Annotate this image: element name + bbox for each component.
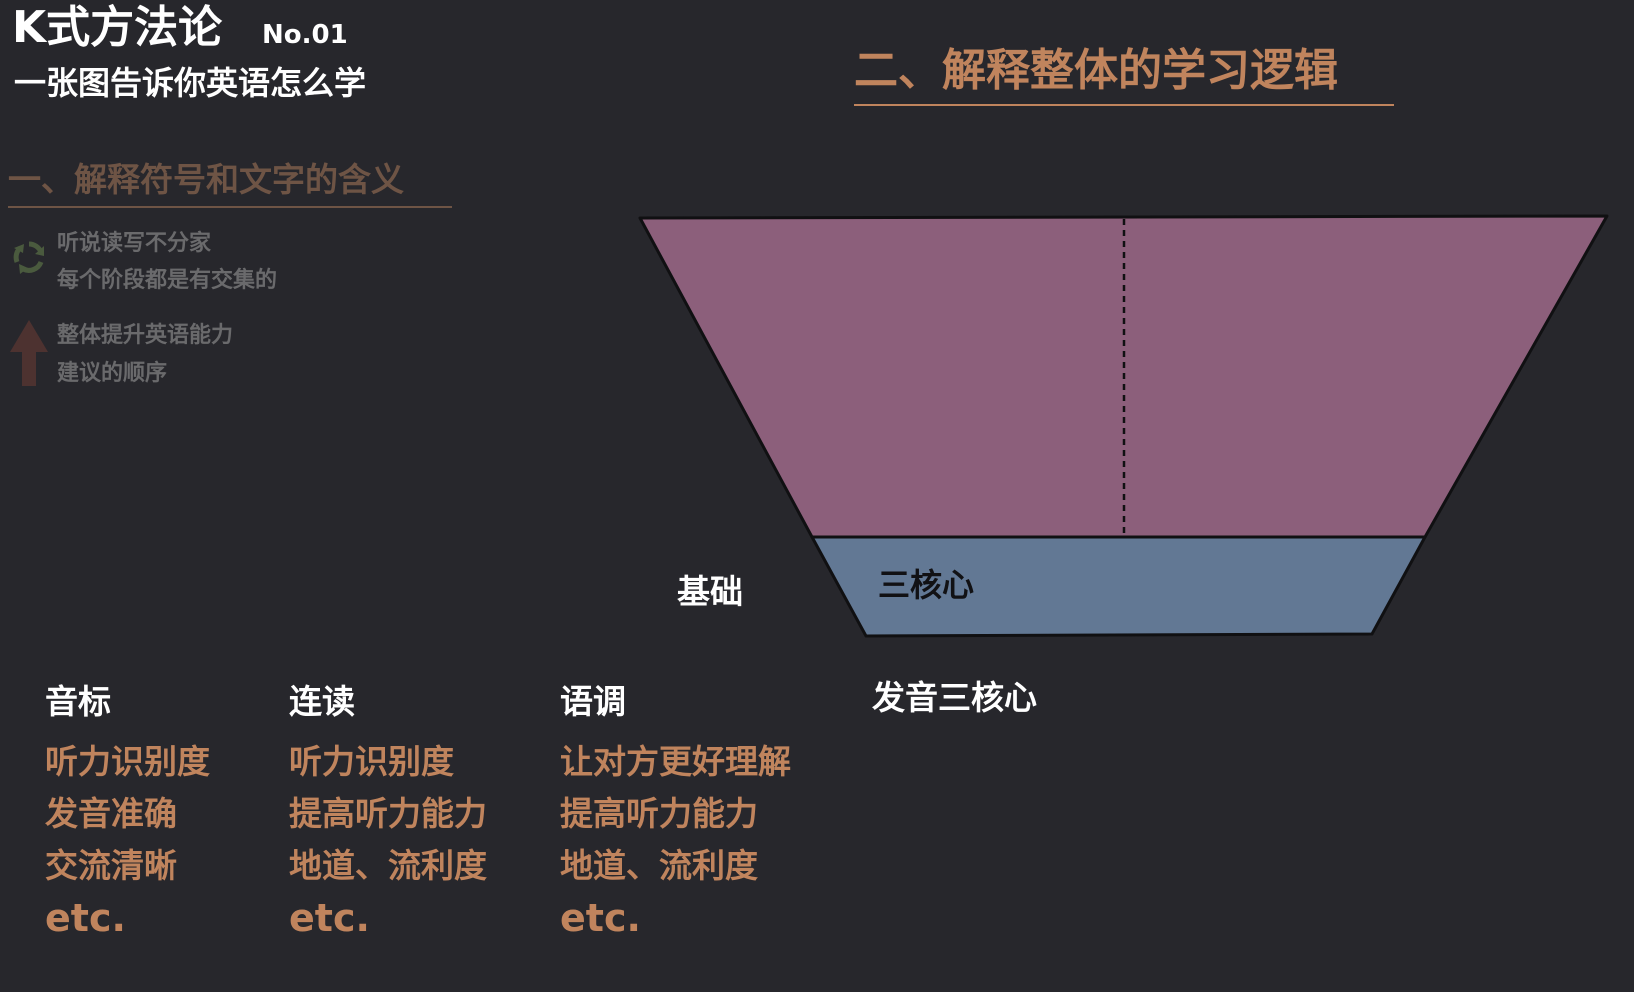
up-arrow-icon: [8, 318, 50, 388]
column-item: 让对方更好理解: [560, 742, 791, 781]
column-intonation: 语调 让对方更好理解 提高听力能力 地道、流利度 etc.: [560, 680, 791, 944]
legend-arrow-line2: 建议的顺序: [57, 361, 168, 386]
column-item: 听力识别度: [45, 742, 210, 781]
legend-cycle-line1: 听说读写不分家: [57, 231, 212, 256]
pronunciation-core-label: 发音三核心: [872, 678, 1037, 717]
episode-number: No.01: [262, 20, 348, 50]
column-item: 交流清晰: [45, 846, 177, 885]
section1-heading: 一、解释符号和文字的含义: [8, 160, 404, 199]
core-label: 三核心: [878, 566, 975, 604]
column-heading: 语调: [560, 682, 626, 721]
section2-underline: [854, 104, 1394, 106]
legend-cycle-line2: 每个阶段都是有交集的: [57, 268, 278, 293]
column-item: 地道、流利度: [560, 846, 758, 885]
cycle-arrows-icon: [8, 236, 50, 278]
column-linking: 连读 听力识别度 提高听力能力 地道、流利度 etc.: [289, 680, 487, 944]
column-phonetics: 音标 听力识别度 发音准确 交流清晰 etc.: [45, 680, 210, 944]
column-heading: 连读: [289, 682, 355, 721]
section1-underline: [8, 206, 452, 208]
column-etc: etc.: [560, 896, 641, 940]
funnel-base-section: [810, 535, 1427, 638]
column-item: 地道、流利度: [289, 846, 487, 885]
section2-heading: 二、解释整体的学习逻辑: [854, 45, 1338, 96]
column-etc: etc.: [45, 896, 126, 940]
brand-title: K式方法论: [12, 2, 223, 53]
column-etc: etc.: [289, 896, 370, 940]
column-item: 发音准确: [45, 794, 177, 833]
column-item: 提高听力能力: [289, 794, 487, 833]
column-heading: 音标: [45, 682, 111, 721]
legend-arrow-line1: 整体提升英语能力: [57, 323, 234, 348]
subtitle: 一张图告诉你英语怎么学: [14, 64, 367, 102]
column-item: 听力识别度: [289, 742, 454, 781]
base-label: 基础: [677, 572, 743, 611]
column-item: 提高听力能力: [560, 794, 758, 833]
